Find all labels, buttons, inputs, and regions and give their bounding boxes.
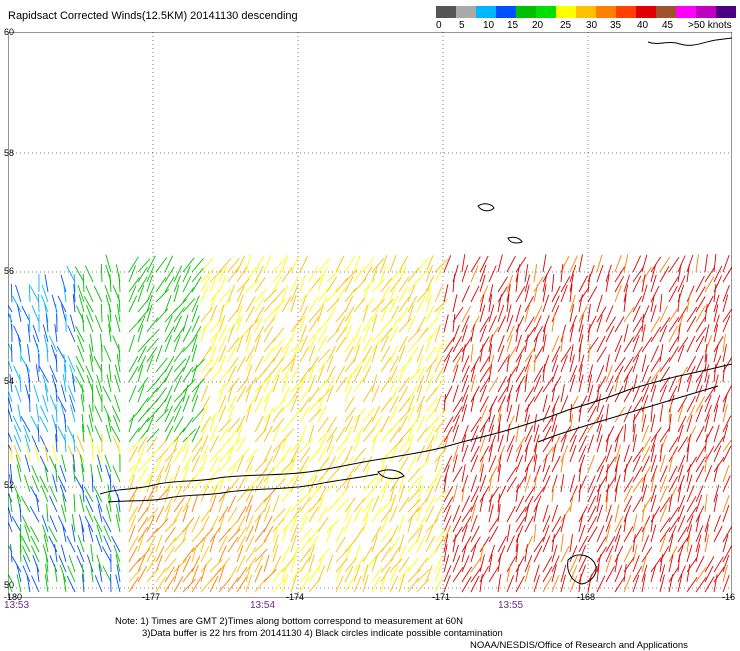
wind-map-canvas [8, 32, 732, 598]
legend-color-swatch [476, 6, 496, 18]
wind-map [8, 32, 732, 598]
note-line: 3)Data buffer is 22 hrs from 20141130 4)… [142, 628, 503, 639]
map-frame [8, 32, 732, 598]
legend-color-swatch [516, 6, 536, 18]
longitude-label: -177 [142, 592, 160, 602]
wind-barb [101, 304, 102, 322]
legend-labels: 0 5 10 15 20 25 30 35 40 45 >50 knots [436, 18, 736, 32]
legend-label: 15 [507, 20, 518, 31]
legend-color-swatch [596, 6, 616, 18]
legend-color-swatch [456, 6, 476, 18]
time-label: 13:54 [250, 600, 275, 611]
longitude-label: -174 [286, 592, 304, 602]
legend-color-bar [436, 6, 736, 18]
legend-color-swatch [436, 6, 456, 18]
legend-color-swatch [536, 6, 556, 18]
latitude-label: 50 [4, 580, 14, 590]
legend-color-swatch [556, 6, 576, 18]
legend-color-swatch [676, 6, 696, 18]
legend-label: 45 [662, 20, 673, 31]
legend-label: 20 [532, 20, 543, 31]
legend-color-swatch [656, 6, 676, 18]
latitude-label: 60 [4, 27, 14, 37]
legend-color-swatch [576, 6, 596, 18]
note-line: NOAA/NESDIS/Office of Research and Appli… [470, 640, 688, 651]
wind-barb [38, 294, 39, 312]
legend-label: 0 [436, 20, 442, 31]
map-title: Rapidsact Corrected Winds(12.5KM) 201411… [8, 10, 298, 22]
wind-barb [93, 394, 94, 412]
legend-label: 10 [483, 20, 494, 31]
legend-color-swatch [496, 6, 516, 18]
legend-label: 5 [459, 20, 465, 31]
time-label: 13:53 [4, 600, 29, 611]
time-label: 13:55 [498, 600, 523, 611]
legend-label: >50 knots [688, 20, 732, 31]
wind-barb [102, 364, 103, 382]
latitude-label: 52 [4, 480, 14, 490]
legend-label: 40 [637, 20, 648, 31]
latitude-label: 58 [4, 148, 14, 158]
wind-barb [12, 344, 13, 362]
legend-color-swatch [616, 6, 636, 18]
longitude-label: -16 [722, 592, 735, 602]
legend-label: 25 [560, 20, 571, 31]
legend-color-swatch [716, 6, 736, 18]
latitude-label: 56 [4, 266, 14, 276]
latitude-label: 54 [4, 376, 14, 386]
legend-color-swatch [636, 6, 656, 18]
legend-label: 35 [610, 20, 621, 31]
wind-barb [29, 394, 30, 412]
longitude-label: -168 [577, 592, 595, 602]
note-line: Note: 1) Times are GMT 2)Times along bot… [115, 616, 463, 627]
longitude-label: -171 [432, 592, 450, 602]
legend-color-swatch [696, 6, 716, 18]
legend-label: 30 [586, 20, 597, 31]
